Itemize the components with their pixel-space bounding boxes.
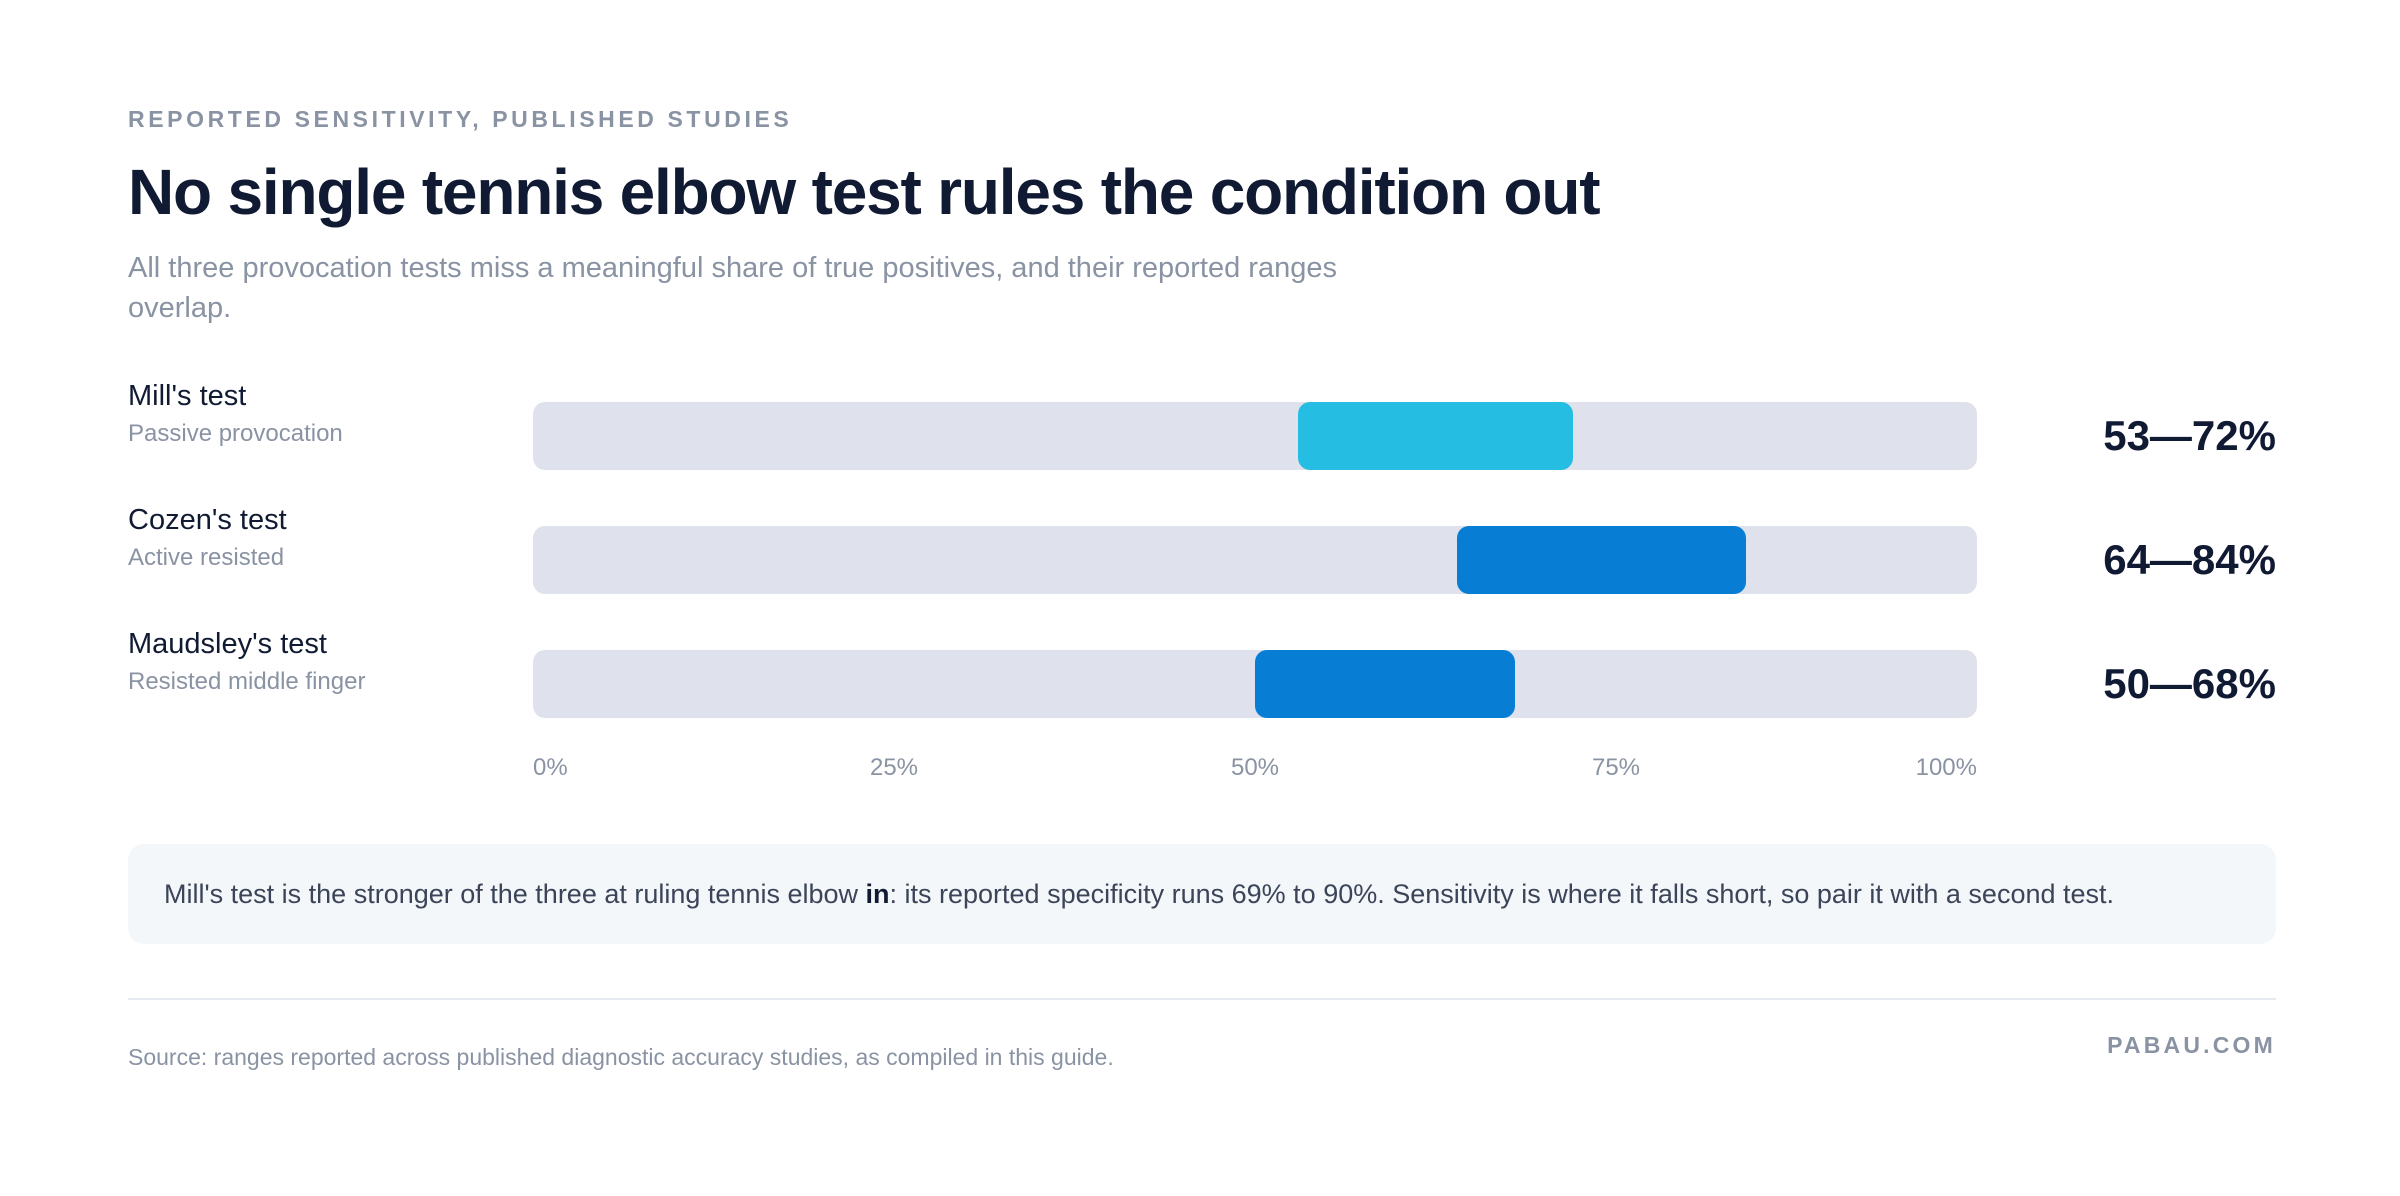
range-value-label: 50—68%: [2103, 660, 2276, 707]
chart-card: REPORTED SENSITIVITY, PUBLISHED STUDIES …: [128, 0, 2276, 1196]
eyebrow-label: REPORTED SENSITIVITY, PUBLISHED STUDIES: [128, 106, 793, 132]
range-chart: Mill's test Passive provocation 53—72% Coze…: [128, 380, 2276, 800]
chart-subtitle: All three provocation tests miss a meani…: [128, 252, 1337, 324]
row-label: Maudsley's test Resisted middle finger: [128, 626, 365, 698]
category-label: Cozen's test: [128, 504, 287, 536]
chart-title: No single tennis elbow test rules the co…: [128, 156, 1601, 228]
x-tick-label: 75%: [1591, 754, 1641, 781]
brand-label: PABAU.COM: [2107, 1032, 2276, 1058]
category-description: Active resisted: [128, 544, 285, 571]
category-label: Maudsley's test: [128, 628, 327, 660]
note-text-before: Mill's test is the stronger of the three…: [164, 878, 866, 909]
category-label: Mill's test: [128, 380, 247, 412]
row-label: Cozen's test Active resisted: [128, 502, 287, 574]
row-label: Mill's test Passive provocation: [128, 378, 343, 450]
x-tick-label: 50%: [1230, 754, 1280, 781]
range-bar: [1457, 526, 1746, 594]
range-value-label: 64—84%: [2103, 536, 2276, 583]
range-track: [533, 526, 1977, 594]
note-emphasis: in: [865, 878, 890, 909]
x-tick-label: 100%: [1915, 754, 1977, 781]
note-text-after: : its reported specificity runs 69% to 9…: [889, 878, 2115, 909]
range-track: [533, 650, 1977, 718]
category-description: Resisted middle finger: [128, 668, 366, 695]
x-tick-label: 0%: [533, 754, 568, 781]
range-value-label: 53—72%: [2103, 412, 2276, 459]
category-description: Passive provocation: [128, 420, 343, 447]
range-bar: [1298, 402, 1573, 470]
footer-divider: [128, 998, 2276, 1000]
range-track: [533, 402, 1977, 470]
range-bar: [1255, 650, 1515, 718]
x-tick-label: 25%: [869, 754, 919, 781]
callout-note: Mill's test is the stronger of the three…: [128, 844, 2276, 944]
source-note: Source: ranges reported across published…: [128, 1044, 1114, 1070]
